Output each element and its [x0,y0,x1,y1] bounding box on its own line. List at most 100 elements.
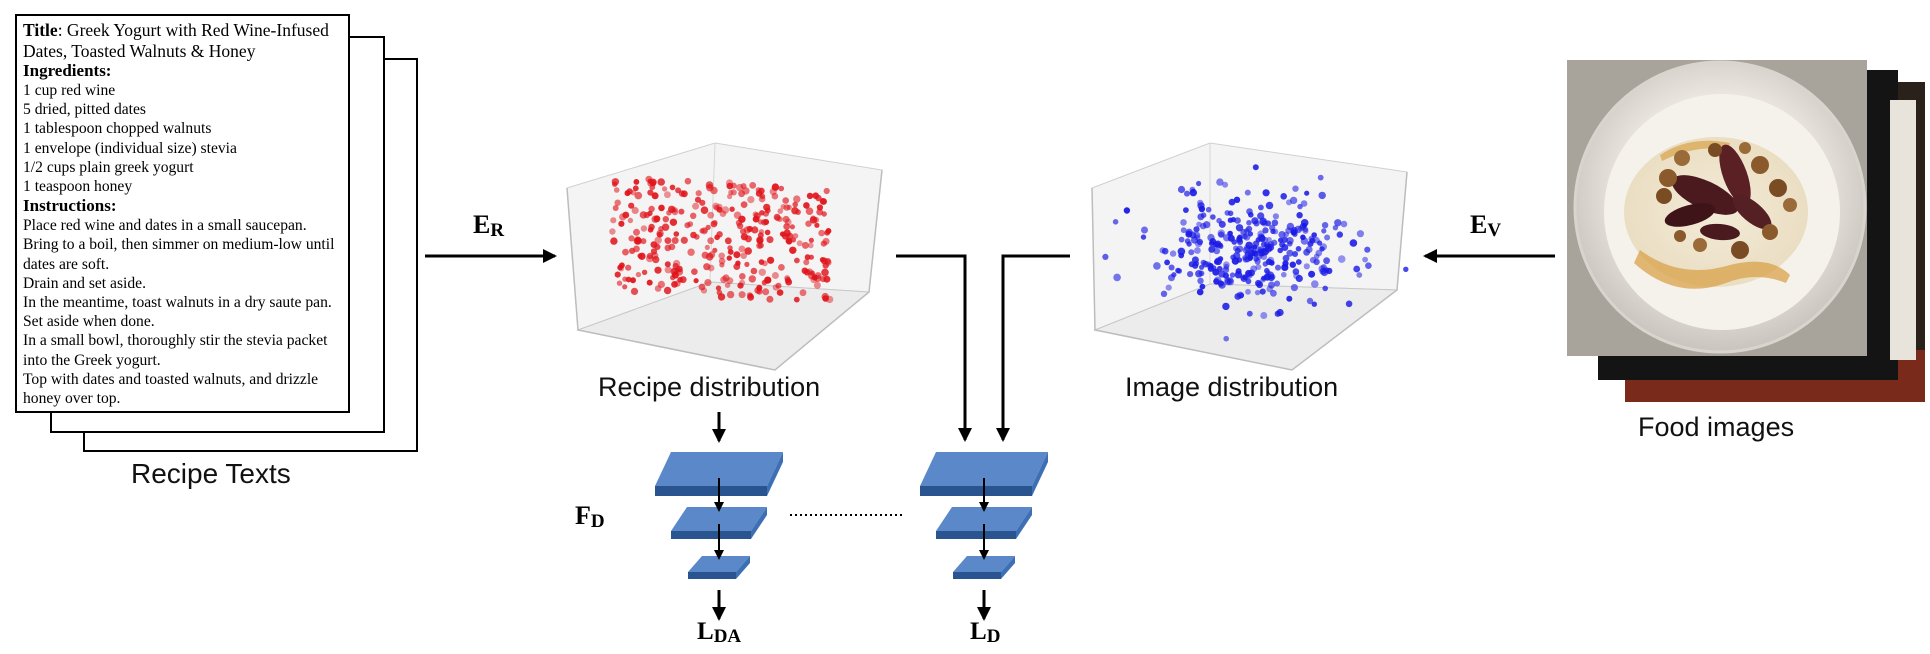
scatter-point [630,287,639,295]
scatter-point [1323,257,1330,265]
scatter-point [632,185,639,192]
scatter-point [637,253,643,259]
scatter-point [1188,249,1195,256]
recipe-points [609,175,834,304]
scatter-point [1286,199,1292,206]
instruction-line: into the Greek yogurt. [23,351,161,369]
scatter-point [766,295,774,303]
scatter-point [793,296,800,303]
scatter-point [1282,254,1290,262]
scatter-point [803,202,810,209]
scatter-point [785,278,793,286]
scatter-point [1289,261,1297,268]
scatter-point [1140,234,1147,240]
scatter-point [654,285,662,292]
scatter-point [1198,205,1206,213]
lda-label: LDA [697,618,742,647]
scatter-point [1208,245,1216,253]
scatter-point [756,236,764,244]
scatter-point [747,196,755,204]
scatter-point [703,263,711,271]
scatter-point [1292,185,1299,192]
image-to-discriminator-connector [996,254,1070,442]
scatter-point [736,222,744,230]
scatter-point [1295,246,1302,252]
scatter-point [726,290,735,299]
dates-and-walnuts [1656,142,1797,259]
scatter-point [657,178,665,186]
scatter-point [778,185,785,192]
scatter-point [1281,271,1287,278]
scatter-point [653,215,661,223]
scatter-point [1300,219,1309,227]
scatter-point [740,252,747,259]
scatter-point [816,204,824,211]
lda-sub: DA [713,626,742,647]
scatter-point [633,228,640,236]
scatter-point [626,188,633,195]
scatter-point [1321,228,1327,234]
scatter-point [761,279,768,286]
scatter-point [670,274,676,281]
scatter-point [1334,219,1342,227]
scatter-point [776,289,784,296]
scatter-point [740,201,748,209]
scatter-point [614,199,621,206]
scatter-point [1233,196,1241,203]
scatter-point [1213,259,1220,265]
food-images-stack [1567,60,1925,402]
scatter-point [1337,255,1346,263]
scatter-point [1303,263,1310,270]
scatter-point [1196,238,1203,246]
scatter-point [694,234,700,240]
scatter-point [661,186,668,192]
layer-side-face [1001,556,1015,579]
scatter-point [1349,239,1358,247]
scatter-point [1218,220,1226,228]
scatter-point [1256,281,1263,289]
discriminator-right [920,452,1048,579]
scatter-point [1234,293,1242,300]
scatter-point [1257,212,1265,220]
scatter-point [744,261,750,267]
scatter-point [1261,220,1268,227]
scatter-point [664,261,671,268]
scatter-point [814,274,822,283]
scatter-point [1240,274,1246,281]
scatter-point [1187,271,1194,278]
scatter-point [748,275,756,283]
scatter-point [819,198,827,205]
scatter-point [611,178,620,186]
scatter-point [1245,269,1253,277]
image-panel-frame [1091,171,1408,371]
ingredient-item: 1/2 cups plain greek yogurt [23,158,194,176]
scatter-point [1278,237,1284,243]
scatter-point [753,212,761,220]
scatter-point [635,238,641,244]
scatter-point [676,265,683,273]
scatter-point [820,276,827,283]
layer-front-face [655,486,767,496]
scatter-point [1255,264,1262,270]
scatter-point [1197,277,1204,284]
scatter-point [669,218,678,226]
fd-label: FD [575,501,605,532]
scatter-point [739,273,746,280]
scatter-point [805,220,812,227]
layer-top-face [953,556,1015,572]
scatter-point [1292,231,1298,237]
scatter-point [782,215,790,223]
scatter-point [809,216,818,224]
scatter-point [816,208,824,216]
scatter-point [1180,227,1187,234]
scatter-point [1356,230,1364,238]
scatter-point [727,249,734,255]
scatter-point [813,281,821,289]
scatter-point [633,179,640,185]
scatter-point [1268,281,1275,289]
scatter-point [1322,285,1328,292]
recipe-panel-frame [566,169,883,371]
scatter-point [793,195,801,203]
scatter-point [1253,220,1260,227]
